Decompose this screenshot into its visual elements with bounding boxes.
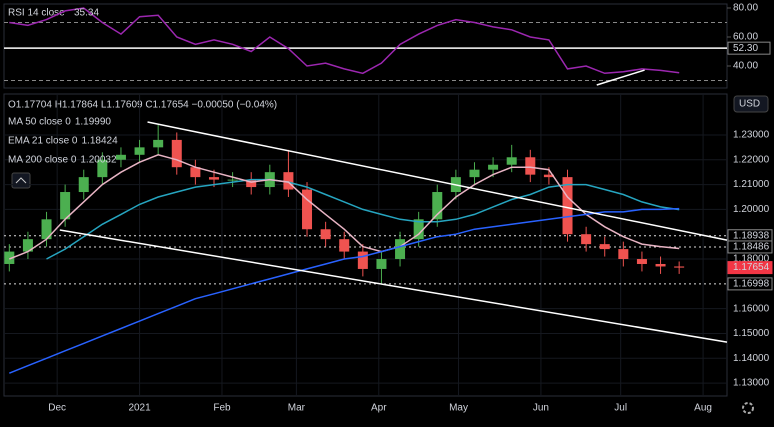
legend-name: MA 50 close 0 [8, 117, 71, 128]
candle-body [227, 179, 238, 181]
price-tag [727, 277, 773, 291]
y-tick-label: 1.21000 [733, 179, 770, 190]
candle-body [97, 159, 108, 178]
legend-value: 1.19990 [75, 117, 112, 128]
y-tick-label: 1.16000 [733, 303, 770, 314]
candle-body [283, 172, 294, 190]
candle-body [190, 167, 201, 178]
price-tag [727, 41, 771, 55]
x-tick-label: Dec [48, 403, 66, 414]
candle-body [357, 251, 368, 269]
rsi-pane [3, 3, 728, 89]
candle-body [134, 147, 145, 155]
candle-body [636, 259, 647, 264]
ma-line [9, 207, 680, 374]
x-tick-label: Feb [213, 403, 231, 414]
price-tag-label: 1.17654 [733, 262, 770, 273]
y-tick-label: 1.18000 [733, 254, 770, 265]
candle-body [115, 154, 126, 160]
x-tick-label: Jul [614, 403, 627, 414]
trendline [59, 229, 728, 343]
y-tick-label: 1.20000 [733, 204, 770, 215]
candle-body [4, 251, 15, 264]
y-tick-label: 1.13000 [733, 378, 770, 389]
price-tag-label: 1.18486 [733, 242, 770, 253]
legend-value: 1.18424 [81, 136, 118, 147]
candle-body [302, 189, 313, 230]
candle-body [581, 234, 592, 245]
x-tick-label: Apr [371, 403, 387, 414]
candle-body [543, 174, 554, 178]
rsi-title: RSI 14 close [8, 8, 65, 19]
ohlc-header: O1.17704 H1.17864 L1.17609 C1.17654 −0.0… [8, 100, 277, 111]
x-tick-label: May [449, 403, 468, 414]
ma-line [9, 154, 680, 260]
candle-body [320, 229, 331, 240]
candle-body [618, 249, 629, 260]
candle-body [339, 239, 350, 252]
settings-icon[interactable] [742, 402, 754, 414]
price-tag-label: 1.16998 [733, 279, 770, 290]
y-tick-label: 1.23000 [733, 130, 770, 141]
collapse-button[interactable] [11, 172, 31, 189]
y-tick-label: 40.00 [733, 61, 758, 72]
candle-body [208, 177, 219, 180]
y-tick-label: 1.14000 [733, 353, 770, 364]
candle-body [674, 266, 685, 268]
legend-name: MA 200 close 0 [8, 155, 77, 166]
price-tag [727, 240, 773, 254]
y-tick-label: 60.00 [733, 32, 758, 43]
currency-button[interactable] [733, 95, 769, 113]
trendline [147, 121, 728, 241]
x-tick-label: Aug [694, 403, 712, 414]
candle-body [469, 169, 480, 178]
price-tag-label: 52.30 [733, 43, 758, 54]
price-pane [3, 93, 728, 397]
candle-body [395, 239, 406, 260]
rsi-line [9, 7, 680, 75]
x-tick-label: 2021 [128, 403, 151, 414]
candle-body [22, 239, 33, 252]
x-tick-label: Mar [288, 403, 306, 414]
candle-body [413, 219, 424, 240]
candle-body [432, 192, 443, 220]
y-tick-label: 1.22000 [733, 154, 770, 165]
price-tag [727, 261, 773, 275]
rsi-value: 35.34 [74, 8, 99, 19]
candle-body [171, 139, 182, 168]
collapse-icon [15, 177, 27, 184]
y-tick-label: 1.15000 [733, 328, 770, 339]
candle-body [60, 192, 71, 220]
candle-body [562, 177, 573, 235]
candle-body [488, 164, 499, 170]
candle-body [246, 179, 257, 188]
trendline [596, 69, 645, 86]
candle-body [525, 157, 536, 175]
candle-body [655, 263, 666, 267]
currency[interactable]: USD [739, 99, 760, 110]
legend-name: EMA 21 close 0 [8, 136, 78, 147]
ma-line [46, 178, 680, 260]
price-tag-label: 1.18938 [733, 230, 770, 241]
legend-value: 1.20032 [80, 155, 117, 166]
candle-body [376, 259, 387, 269]
candle-body [78, 177, 89, 193]
candle-body [506, 157, 517, 165]
x-tick-label: Jun [533, 403, 549, 414]
candle-body [153, 139, 164, 148]
y-tick-label: 80.00 [733, 3, 758, 14]
candle-body [599, 244, 610, 250]
candle-body [41, 219, 52, 240]
